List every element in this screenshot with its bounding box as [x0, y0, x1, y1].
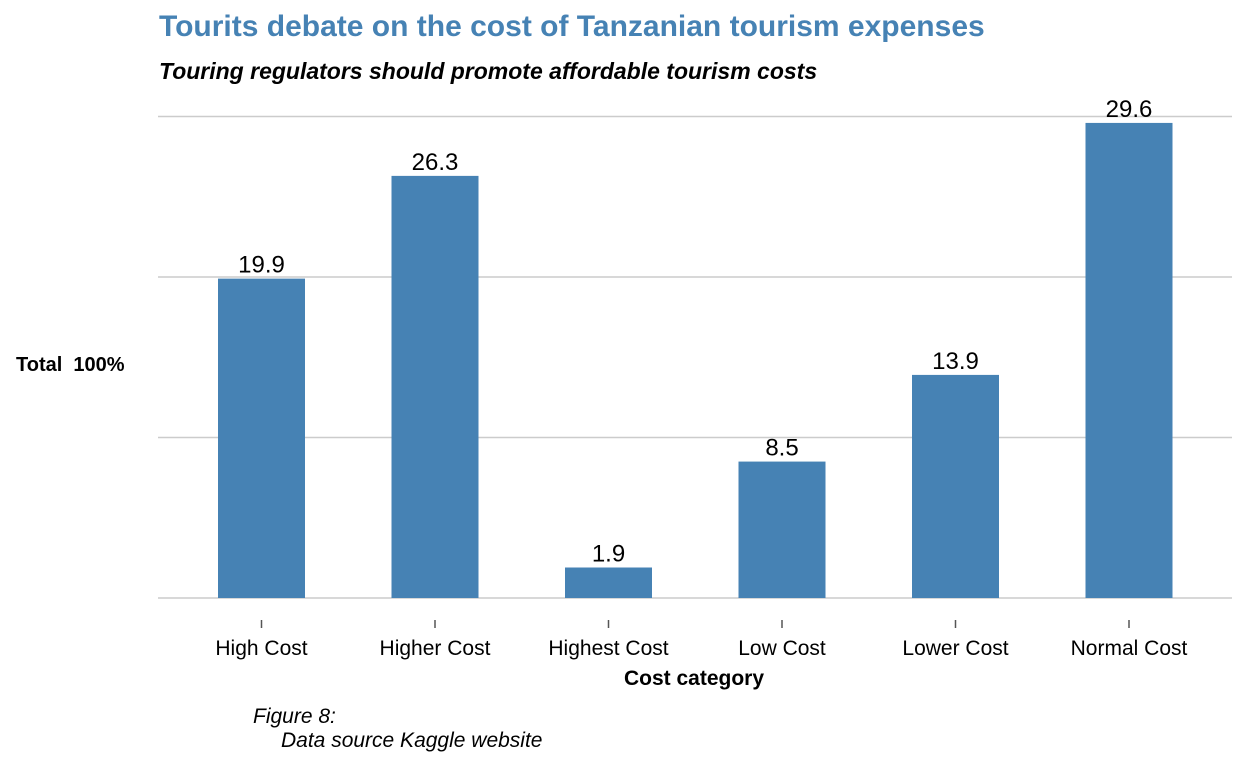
data-label: 26.3	[412, 149, 459, 176]
x-axis-label: Cost category	[624, 667, 764, 690]
figure-caption: Figure 8:	[253, 705, 336, 728]
gridlines	[158, 115, 1232, 599]
bar	[565, 567, 652, 598]
x-tick-label: Highest Cost	[548, 637, 668, 660]
data-label: 8.5	[765, 435, 798, 462]
chart-subtitle: Touring regulators should promote afford…	[159, 58, 818, 84]
bar	[218, 278, 305, 598]
x-tick-label: High Cost	[215, 637, 307, 660]
data-label: 19.9	[238, 252, 285, 279]
x-tick-label: Lower Cost	[902, 637, 1008, 660]
x-tick-label: Higher Cost	[380, 637, 491, 660]
data-labels: 19.9 26.3 1.9 8.5 13.9 29.6	[238, 96, 1152, 568]
data-label: 1.9	[592, 541, 625, 568]
chart-title: Tourits debate on the cost of Tanzanian …	[159, 10, 985, 43]
x-axis-ticks: High Cost Higher Cost Highest Cost Low Cost…	[215, 620, 1188, 660]
bar	[391, 175, 479, 598]
x-tick-label: Low Cost	[738, 637, 826, 660]
data-label: 13.9	[932, 348, 979, 375]
bars	[218, 122, 1173, 599]
bar	[912, 374, 999, 598]
y-axis-label: Total 100%	[16, 354, 125, 376]
x-tick-label: Normal Cost	[1071, 637, 1188, 660]
data-label: 29.6	[1106, 96, 1153, 123]
bar	[738, 461, 826, 598]
bar	[1085, 122, 1173, 599]
data-source-caption: Data source Kaggle website	[281, 729, 543, 752]
